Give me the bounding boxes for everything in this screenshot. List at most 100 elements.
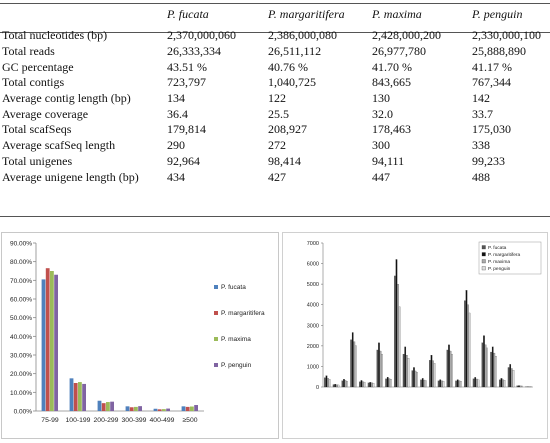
- legend-label: P. maxima: [488, 259, 510, 265]
- length-distribution-chart: 0.00%10.00%20.00%30.00%40.00%50.00%60.00…: [1, 232, 279, 439]
- table-cell: 130: [372, 91, 472, 107]
- bar: [352, 332, 353, 387]
- legend-label: P. fucata: [221, 284, 246, 291]
- bar: [378, 343, 379, 387]
- bar: [70, 378, 74, 411]
- bar: [432, 361, 433, 387]
- row-label: Total scafSeqs: [0, 122, 167, 138]
- bar: [483, 336, 484, 387]
- bar: [518, 386, 519, 387]
- table-header-row: P. fucata P. margaritifera P. maxima P. …: [0, 0, 550, 28]
- bar: [431, 355, 432, 387]
- bar: [429, 360, 430, 387]
- bar: [511, 368, 512, 387]
- bar: [457, 380, 458, 387]
- header-cell: P. maxima: [372, 0, 472, 28]
- bar: [467, 305, 468, 387]
- bar: [412, 371, 413, 387]
- legend-swatch: [214, 311, 218, 315]
- legend-label: P. penguin: [488, 266, 511, 272]
- table-cell: 25,888,890: [472, 44, 550, 60]
- bar: [513, 370, 514, 387]
- bar: [138, 406, 142, 411]
- bar: [359, 382, 360, 387]
- bar: [338, 385, 339, 387]
- bar: [329, 379, 330, 387]
- bar: [333, 385, 334, 387]
- y-tick-label: 6000: [307, 262, 319, 268]
- bar: [397, 284, 398, 387]
- bar: [424, 380, 425, 387]
- table-cell: 142: [472, 91, 550, 107]
- table-cell: 843,665: [372, 75, 472, 91]
- row-label: Average scafSeq length: [0, 138, 167, 154]
- y-tick-label: 10.00%: [10, 390, 32, 397]
- bar: [422, 378, 423, 387]
- table-cell: 427: [268, 169, 372, 185]
- table-cell: 179,814: [167, 122, 268, 138]
- bar: [495, 356, 496, 387]
- bar: [387, 377, 388, 387]
- table-cell: 36.4: [167, 106, 268, 122]
- bar: [469, 313, 470, 387]
- table-cell: 26,333,334: [167, 44, 268, 60]
- bar: [478, 380, 479, 387]
- bar: [406, 355, 407, 387]
- table-cell: 2,428,000,200: [372, 28, 472, 44]
- bar: [355, 346, 356, 387]
- bar: [126, 406, 130, 411]
- legend-swatch: [482, 253, 486, 257]
- bar: [380, 351, 381, 387]
- bar: [74, 383, 78, 411]
- bar: [504, 380, 505, 387]
- y-tick-label: 7000: [307, 241, 319, 247]
- bar: [368, 383, 369, 387]
- bar: [110, 402, 114, 411]
- bar: [502, 380, 503, 387]
- row-label: Average contig length (bp): [0, 91, 167, 107]
- bar: [490, 352, 491, 387]
- bar: [440, 380, 441, 387]
- bar: [394, 276, 395, 387]
- y-tick-label: 2000: [307, 344, 319, 350]
- table-cell: 2,330,000,100: [472, 28, 550, 44]
- bar: [186, 407, 190, 411]
- row-label: GC percentage: [0, 59, 167, 75]
- bar: [420, 380, 421, 387]
- bar: [385, 379, 386, 387]
- row-label: Total unigenes: [0, 154, 167, 170]
- bar: [485, 345, 486, 387]
- row-label: Average unigene length (bp): [0, 169, 167, 185]
- header-cell: P. margaritifera: [268, 0, 372, 28]
- bar: [102, 403, 106, 411]
- y-tick-label: 80.00%: [10, 259, 32, 266]
- bar: [342, 381, 343, 387]
- bar: [399, 307, 400, 387]
- table-cell: 290: [167, 138, 268, 154]
- header-cell: [0, 0, 167, 28]
- table-cell: 43.51 %: [167, 59, 268, 75]
- bar: [377, 350, 378, 387]
- bar: [443, 381, 444, 387]
- bar: [447, 350, 448, 387]
- row-label: Total reads: [0, 44, 167, 60]
- statistics-table: P. fucata P. margaritifera P. maxima P. …: [0, 0, 550, 185]
- bar: [82, 384, 86, 411]
- y-tick-label: 40.00%: [10, 334, 32, 341]
- table-cell: 2,370,000,060: [167, 28, 268, 44]
- y-tick-label: 20.00%: [10, 371, 32, 378]
- bar: [460, 381, 461, 387]
- bar: [408, 358, 409, 387]
- legend-label: P. maxima: [221, 336, 251, 343]
- bar: [520, 386, 521, 387]
- bar: [194, 405, 198, 411]
- table-cell: 272: [268, 138, 372, 154]
- bar: [448, 345, 449, 387]
- bar: [343, 379, 344, 387]
- bar: [154, 409, 158, 411]
